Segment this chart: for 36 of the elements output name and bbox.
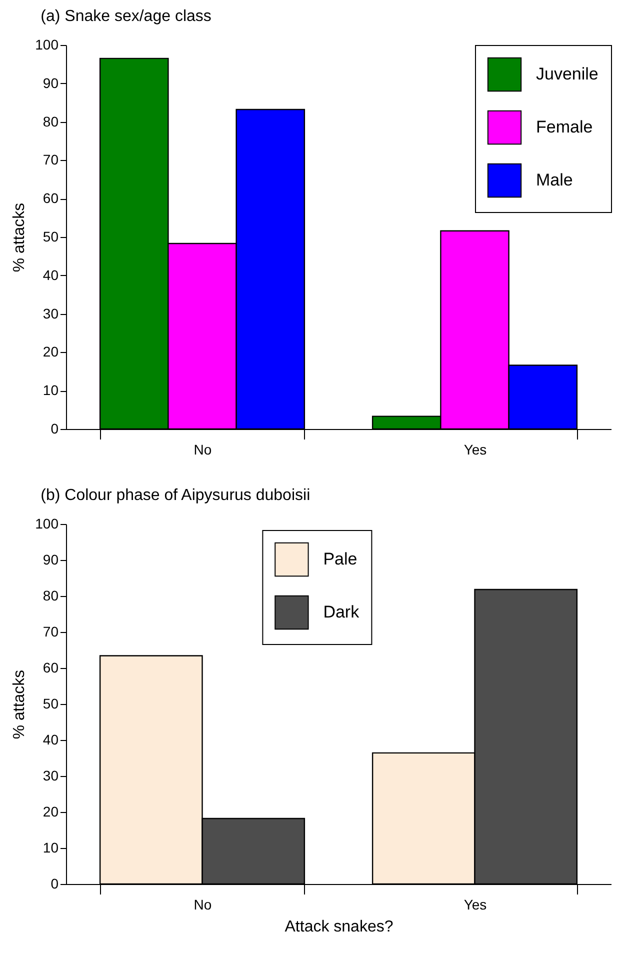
legend-label: Female	[536, 118, 593, 136]
y-axis-title: % attacks	[11, 202, 28, 272]
x-axis-title: Attack snakes?	[284, 918, 394, 936]
y-tick-label: 20	[42, 804, 59, 820]
x-tick-label: No	[194, 442, 212, 458]
y-tick-label: 80	[42, 113, 59, 130]
y-tick-label: 20	[42, 344, 59, 360]
y-tick-label: 30	[42, 305, 59, 322]
legend-label: Pale	[323, 550, 358, 568]
y-tick-label: 50	[42, 228, 59, 244]
y-tick-label: 90	[42, 74, 59, 91]
y-tick-label: 100	[35, 36, 59, 52]
y-tick-label: 80	[42, 588, 59, 604]
y-tick-label: 10	[42, 382, 59, 398]
chart-title: (a) Snake sex/age class	[40, 8, 212, 25]
y-tick-label: 10	[42, 840, 59, 856]
y-tick-label: 90	[42, 552, 59, 568]
y-tick-label: 0	[50, 876, 59, 892]
y-tick-label: 60	[42, 660, 59, 676]
y-tick-label: 100	[35, 516, 59, 532]
chart-title: (b) Colour phase of Aipysurus duboisii	[40, 487, 310, 504]
y-tick-label: 60	[42, 190, 59, 206]
y-tick-label: 70	[42, 624, 59, 640]
y-tick-label: 50	[42, 696, 59, 712]
y-tick-label: 30	[42, 768, 59, 784]
legend-label: Male	[536, 170, 573, 190]
x-tick-label: Yes	[464, 896, 487, 912]
y-axis-title: % attacks	[11, 670, 28, 740]
y-tick-label: 0	[50, 420, 59, 436]
legend-label: Dark	[323, 602, 360, 622]
legend-label: Juvenile	[536, 64, 598, 84]
x-tick-label: Yes	[464, 442, 487, 458]
y-tick-label: 70	[42, 152, 59, 168]
y-tick-label: 40	[42, 732, 59, 748]
x-tick-label: No	[194, 896, 212, 912]
y-tick-label: 40	[42, 266, 59, 283]
